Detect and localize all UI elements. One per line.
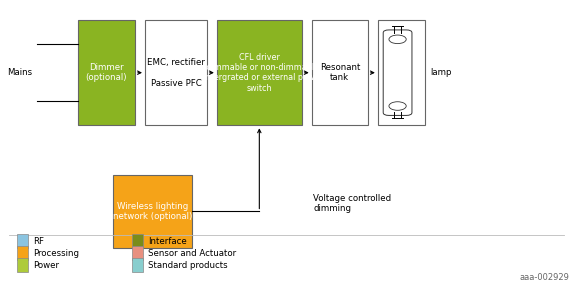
Text: Resonant
tank: Resonant tank (320, 63, 360, 82)
Text: Power: Power (33, 260, 59, 270)
Text: RF: RF (33, 237, 44, 246)
Text: lamp: lamp (430, 68, 451, 77)
Bar (17, 234, 28, 248)
FancyBboxPatch shape (78, 20, 135, 125)
Text: Sensor and Actuator: Sensor and Actuator (148, 249, 236, 258)
Text: Voltage controlled
dimming: Voltage controlled dimming (313, 194, 392, 213)
Circle shape (389, 35, 406, 44)
FancyBboxPatch shape (312, 20, 368, 125)
Text: Dimmer
(optional): Dimmer (optional) (86, 63, 127, 82)
Text: aaa-002929: aaa-002929 (519, 273, 569, 282)
Bar (132, 258, 143, 272)
FancyBboxPatch shape (113, 175, 192, 248)
Text: Processing: Processing (33, 249, 79, 258)
Text: Wireless lighting
network (optional): Wireless lighting network (optional) (113, 202, 192, 221)
Circle shape (389, 102, 406, 110)
FancyBboxPatch shape (383, 30, 412, 115)
FancyBboxPatch shape (145, 20, 207, 125)
Text: CFL driver
• dimmable or non-dimmable
• intergrated or external power
switch: CFL driver • dimmable or non-dimmable • … (196, 52, 323, 93)
FancyBboxPatch shape (378, 20, 425, 125)
FancyBboxPatch shape (217, 20, 302, 125)
Bar (17, 246, 28, 260)
Text: Standard products: Standard products (148, 260, 228, 270)
Text: EMC, rectifier

Passive PFC: EMC, rectifier Passive PFC (147, 58, 205, 87)
Bar (132, 246, 143, 260)
Bar (17, 258, 28, 272)
Bar (132, 234, 143, 248)
Text: Mains: Mains (7, 68, 32, 77)
Text: Interface: Interface (148, 237, 187, 246)
